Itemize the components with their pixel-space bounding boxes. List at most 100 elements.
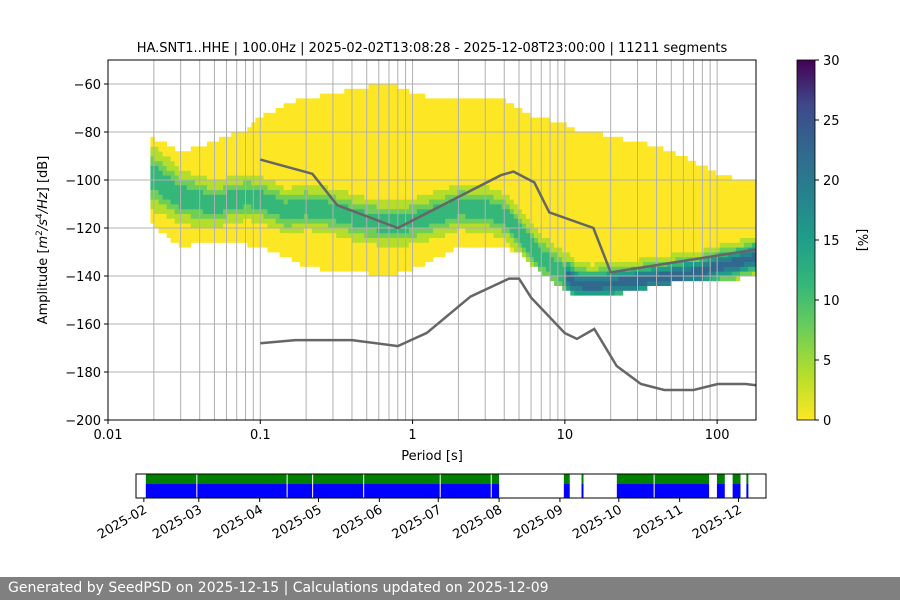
heatmap-cell [461,228,466,234]
heatmap-cell [267,242,272,248]
heatmap-cell [445,151,450,157]
heatmap-cell [445,204,450,210]
heatmap-cell [263,228,268,234]
heatmap-cell [554,223,559,229]
heatmap-cell [368,108,373,114]
heatmap-cell [594,266,599,272]
heatmap-cell [344,103,349,109]
heatmap-cell [315,117,321,123]
heatmap-cell [586,194,591,200]
heatmap-cell [372,84,377,90]
heatmap-cell [602,194,608,200]
heatmap-cell [247,136,252,142]
heatmap-cell [647,175,652,181]
heatmap-cell [198,208,204,214]
heatmap-cell [622,237,628,243]
heatmap-cell [642,252,648,258]
heatmap-cell [651,247,656,253]
heatmap-cell [715,247,721,253]
heatmap-cell [154,218,159,224]
heatmap-cell [271,208,276,214]
heatmap-cell [533,247,539,253]
heatmap-cell [622,247,628,253]
heatmap-cell [424,136,430,142]
heatmap-cell [400,208,406,214]
heatmap-cell [235,132,240,138]
heatmap-cell [198,223,204,229]
heatmap-cell [202,184,208,190]
heatmap-cell [420,132,426,138]
heatmap-cell [602,156,608,162]
heatmap-cell [324,256,329,262]
heatmap-cell [598,156,603,162]
heatmap-cell [598,237,603,243]
heatmap-cell [420,141,426,147]
heatmap-cell [255,180,260,186]
heatmap-cell [642,218,648,224]
heatmap-cell [255,223,260,229]
heatmap-cell [739,266,745,272]
heatmap-cell [190,232,196,238]
heatmap-cell [465,156,470,162]
heatmap-cell [695,252,700,258]
heatmap-cell [751,266,757,272]
heatmap-cell [558,170,563,176]
heatmap-cell [295,122,301,128]
heatmap-cell [461,117,466,123]
heatmap-cell [739,271,745,277]
heatmap-cell [521,151,527,157]
colorbar [796,59,816,421]
heatmap-cell [493,170,499,176]
heatmap-cell [420,156,426,162]
heatmap-cell [578,223,583,229]
heatmap-cell [182,199,188,205]
heatmap-cell [344,117,349,123]
heatmap-cell [441,136,446,142]
heatmap-cell [497,170,503,176]
heatmap-cell [441,204,446,210]
heatmap-cell [529,160,535,166]
heatmap-cell [420,199,426,205]
heatmap-cell [735,247,741,253]
heatmap-cell [675,242,680,248]
heatmap-cell [513,199,519,205]
heatmap-cell [723,189,729,195]
heatmap-cell [356,108,361,114]
heatmap-cell [336,141,341,147]
heatmap-cell [324,180,329,186]
heatmap-cell [223,194,228,200]
y-tick-label: −200 [65,414,101,429]
heatmap-cell [630,204,636,210]
heatmap-cell [590,266,595,272]
heatmap-cell [420,112,426,118]
heatmap-cell [231,156,236,162]
heatmap-cell [594,237,599,243]
heatmap-cell [356,223,361,229]
heatmap-cell [336,122,341,128]
heatmap-cell [647,204,652,210]
heatmap-cell [267,180,272,186]
heatmap-cell [566,165,571,171]
heatmap-cell [388,266,394,272]
heatmap-cell [751,237,757,243]
heatmap-cell [437,170,442,176]
heatmap-cell [497,160,503,166]
heatmap-cell [566,261,571,267]
heatmap-cell [606,252,612,258]
heatmap-cell [558,237,563,243]
heatmap-cell [465,208,470,214]
heatmap-cell [416,122,422,128]
heatmap-cell [517,184,523,190]
heatmap-cell [388,208,394,214]
heatmap-cell [529,232,535,238]
heatmap-cell [723,261,729,267]
heatmap-cell [731,276,737,282]
heatmap-cell [594,290,599,296]
heatmap-cell [182,194,188,200]
heatmap-cell [328,208,333,214]
heatmap-cell [586,189,591,195]
heatmap-cell [481,136,486,142]
heatmap-cell [473,180,478,186]
heatmap-cell [283,165,289,171]
heatmap-cell [368,127,373,133]
